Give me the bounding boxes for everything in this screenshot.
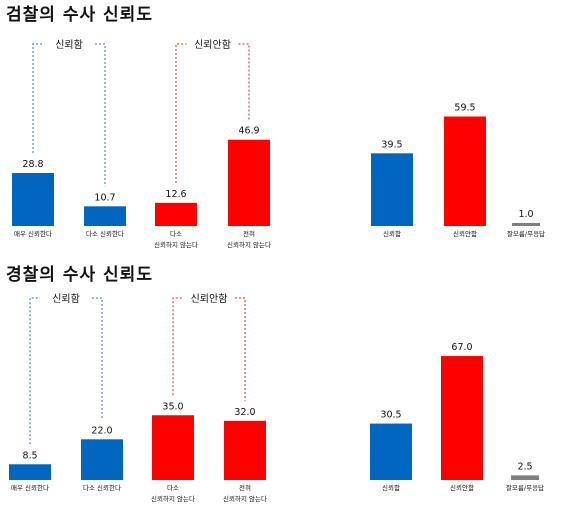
detail-bar-3 (228, 139, 270, 226)
detail-category-label-2: 신뢰하지 않는다 (151, 494, 195, 503)
detail-category-label-0: 매우 신뢰한다 (11, 483, 49, 492)
detail-category-label-3: 전혀 (243, 229, 255, 238)
police-panel: 경찰의 수사 신뢰도 8.5 매우 신뢰한다 22.0 다소 신뢰한다 35.0 다소 신뢰… (0, 254, 580, 508)
group-bracket-0 (32, 43, 106, 187)
summary-bar-0 (371, 153, 413, 226)
summary-value-label-0: 39.5 (381, 139, 402, 150)
detail-value-label-2: 12.6 (165, 189, 186, 200)
group-label-0: 신뢰함 (55, 39, 83, 51)
detail-category-label-0: 매우 신뢰한다 (14, 229, 52, 238)
chart-title-prosecution: 검찰의 수사 신뢰도 (6, 5, 153, 25)
detail-bar-0 (12, 173, 54, 226)
detail-bar-0 (9, 464, 51, 480)
summary-category-label-0: 신뢰함 (382, 483, 400, 492)
prosecution-panel: 검찰의 수사 신뢰도 28.8 매우 신뢰한다 10.7 다소 신뢰한다 12.6 다소 신… (0, 0, 580, 254)
summary-category-label-1: 신뢰안함 (453, 229, 477, 238)
summary-value-label-2: 2.5 (517, 461, 532, 472)
group-label-1: 신뢰안함 (191, 293, 228, 305)
detail-category-label-3: 전혀 (239, 483, 251, 492)
summary-bar-2 (511, 475, 539, 480)
summary-bar-1 (441, 356, 483, 480)
summary-category-label-2: 잘모름/무응답 (507, 230, 545, 238)
summary-bar-2 (512, 223, 540, 226)
detail-value-label-1: 22.0 (91, 425, 112, 436)
detail-category-label-1: 다소 신뢰한다 (86, 229, 124, 238)
group-bracket-1 (172, 297, 246, 401)
summary-value-label-1: 59.5 (454, 103, 475, 114)
detail-value-label-1: 10.7 (94, 192, 115, 203)
detail-value-label-0: 28.8 (22, 159, 43, 170)
summary-value-label-2: 1.0 (518, 209, 533, 220)
detail-value-label-2: 35.0 (162, 401, 183, 412)
detail-category-label-3: 신뢰하지 않는다 (227, 240, 271, 249)
group-bracket-0 (29, 297, 103, 445)
summary-value-label-0: 30.5 (380, 410, 401, 421)
detail-category-label-1: 다소 신뢰한다 (83, 483, 121, 492)
summary-bar-0 (370, 423, 412, 480)
detail-bar-3 (224, 420, 266, 480)
detail-value-label-0: 8.5 (22, 450, 37, 461)
detail-category-label-3: 신뢰하지 않는다 (223, 494, 267, 503)
summary-category-label-0: 신뢰함 (383, 229, 401, 238)
detail-category-label-2: 다소 (170, 229, 182, 238)
summary-bar-1 (444, 116, 486, 226)
detail-bar-2 (152, 415, 194, 480)
detail-category-label-2: 다소 (167, 483, 179, 492)
group-bracket-1 (175, 43, 250, 183)
summary-category-label-2: 잘모름/무응답 (506, 484, 544, 492)
detail-bar-1 (81, 439, 123, 480)
summary-category-label-1: 신뢰안함 (450, 483, 474, 492)
summary-value-label-1: 67.0 (451, 342, 472, 353)
detail-value-label-3: 32.0 (234, 407, 255, 418)
detail-value-label-3: 46.9 (238, 126, 259, 137)
group-label-0: 신뢰함 (52, 293, 80, 305)
chart-title-police: 경찰의 수사 신뢰도 (6, 265, 153, 285)
detail-category-label-2: 신뢰하지 않는다 (154, 240, 198, 249)
group-label-1: 신뢰안함 (194, 39, 231, 51)
detail-bar-1 (84, 206, 126, 226)
detail-bar-2 (155, 202, 197, 226)
